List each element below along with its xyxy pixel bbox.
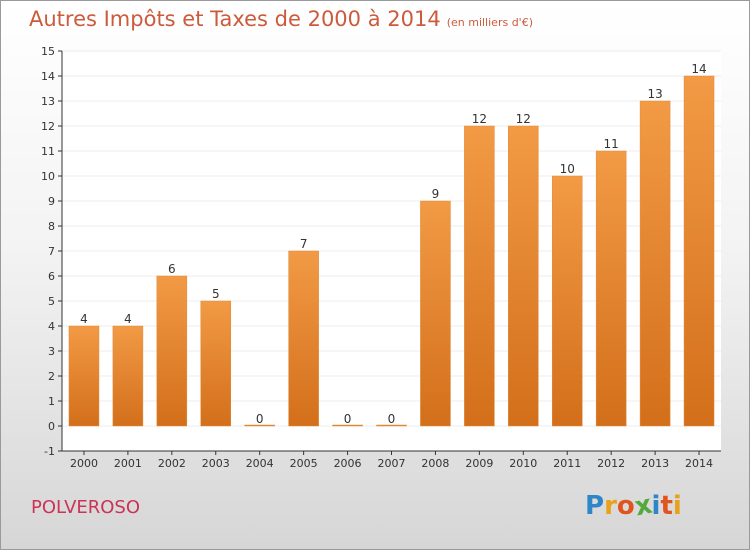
data-label: 4 (80, 312, 88, 326)
y-tick-label: 0 (48, 420, 55, 433)
bar-2009 (464, 125, 495, 427)
x-tick-label: 2007 (378, 457, 406, 470)
y-tick-label: 6 (48, 270, 55, 283)
bar-2011 (551, 175, 583, 427)
data-label: 0 (388, 412, 396, 426)
data-label: 12 (516, 112, 531, 126)
x-tick-label: 2014 (685, 457, 713, 470)
bars (68, 75, 715, 427)
y-tick-label: 14 (41, 70, 55, 83)
logo-letter: r (604, 491, 617, 521)
data-labels: 4 4 6 5 0 7 0 0 9 12 12 10 11 13 14 (80, 62, 707, 426)
x-tick-label: 2013 (641, 457, 669, 470)
bar-2013 (639, 100, 671, 427)
proxiti-logo: Proxiti (585, 490, 682, 523)
x-tick-label: 2006 (334, 457, 362, 470)
data-label: 13 (647, 87, 662, 101)
bar-2006 (332, 424, 363, 427)
bar-2007 (376, 424, 407, 427)
x-tick-label: 2002 (158, 457, 186, 470)
logo-letter: t (660, 491, 673, 521)
x-tick-label: 2008 (421, 457, 449, 470)
y-tick-label: 10 (41, 170, 55, 183)
bar-2001 (112, 325, 144, 427)
x-tick-label: 2010 (509, 457, 537, 470)
data-label: 0 (344, 412, 352, 426)
bar-2000 (68, 325, 100, 427)
bar-2002 (156, 275, 188, 427)
x-tick-label: 2001 (114, 457, 142, 470)
bar-2012 (595, 150, 627, 427)
data-label: 11 (604, 137, 619, 151)
y-tick-label: 4 (48, 320, 55, 333)
y-tick-label: 8 (48, 220, 55, 233)
data-label: 6 (168, 262, 176, 276)
x-tick-label: 2011 (553, 457, 581, 470)
y-tick-label: 1 (48, 395, 55, 408)
y-tick-label: 13 (41, 95, 55, 108)
data-label: 4 (124, 312, 132, 326)
logo-letter: P (585, 491, 605, 521)
bar-2005 (288, 250, 319, 427)
data-label: 14 (691, 62, 706, 76)
x-tick-label: 2009 (465, 457, 493, 470)
data-label: 0 (256, 412, 264, 426)
bar-2014 (683, 75, 715, 427)
y-tick-label: 9 (48, 195, 55, 208)
chart-title: Autres Impôts et Taxes de 2000 à 2014 (en… (29, 7, 533, 31)
y-tick-label: 3 (48, 345, 55, 358)
chart-subtitle: (en milliers d'€) (446, 16, 533, 29)
y-tick-label: 15 (41, 45, 55, 58)
bar-2008 (420, 200, 451, 427)
bar-2003 (200, 300, 232, 427)
bar-2010 (508, 125, 539, 427)
bar-2004 (244, 424, 275, 427)
data-label: 10 (560, 162, 575, 176)
x-tick-label: 2005 (290, 457, 318, 470)
logo-letter: o (616, 491, 635, 521)
x-tick-label: 2003 (202, 457, 230, 470)
data-label: 5 (212, 287, 220, 301)
y-tick-label: -1 (44, 445, 55, 458)
y-tick-label: 12 (41, 120, 55, 133)
chart-title-text: Autres Impôts et Taxes de 2000 à 2014 (29, 7, 441, 31)
logo-letter: i (651, 491, 661, 521)
x-tick-label: 2012 (597, 457, 625, 470)
data-label: 7 (300, 237, 308, 251)
y-tick-label: 11 (41, 145, 55, 158)
y-tick-label: 2 (48, 370, 55, 383)
x-tick-label: 2000 (70, 457, 98, 470)
data-label: 12 (472, 112, 487, 126)
commune-name: POLVEROSO (31, 497, 141, 518)
y-tick-label: 5 (48, 295, 55, 308)
data-label: 9 (432, 187, 440, 201)
logo-letter: i (672, 491, 682, 521)
x-tick-label: 2004 (246, 457, 274, 470)
y-tick-label: 7 (48, 245, 55, 258)
